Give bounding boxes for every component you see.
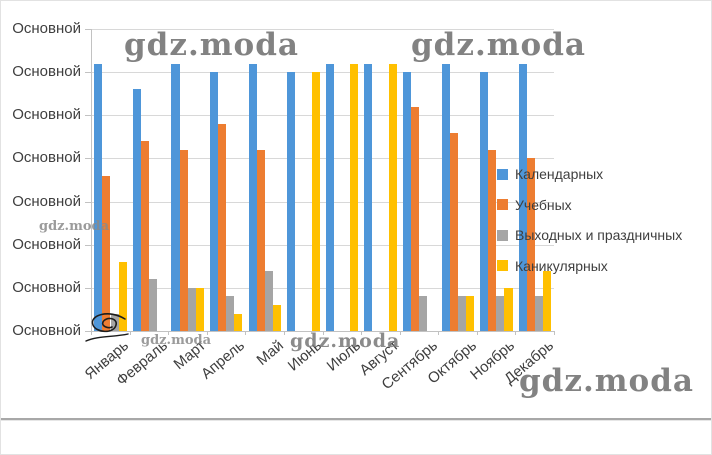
bar-Выходных и праздничных-Март [187,287,196,331]
y-axis-tick-label: Основной [12,106,81,124]
bar-Календарных-Январь [94,63,103,331]
chart-legend: Календарных Учебных Выходных и праздничных… [497,159,682,281]
bar-Учебных-Апрель [218,123,227,331]
bar-Каникулярных-Июль [350,63,359,331]
bar-Каникулярных-Апрель [234,313,243,331]
x-axis-tick [554,331,555,335]
bar-Каникулярных-Июнь [311,72,320,331]
bar-Каникулярных-Май [272,305,282,331]
x-axis-tick [361,331,363,335]
bar-Календарных-Июнь [287,72,296,331]
gridline [91,244,554,246]
bar-Каникулярных-Октябрь [465,296,474,331]
x-axis-tick [206,331,208,335]
bar-Выходных и праздничных-Май [264,270,273,331]
legend-item-Календарных: Календарных [497,159,682,190]
gridline [91,29,554,30]
bar-Выходных и праздничных-Февраль [149,279,158,331]
legend-item-Каникулярных: Каникулярных [497,251,682,282]
y-axis-tick-label: Основной [12,322,81,339]
gridline [91,115,554,117]
gridline [91,287,554,289]
y-axis-tick-label: Основной [12,192,81,210]
y-axis-line [91,29,92,331]
y-axis-tick [85,158,91,160]
y-axis-tick [85,244,91,246]
legend-label: Выходных и праздничных [515,227,683,244]
bar-Учебных-Март [179,149,188,331]
x-axis-tick [245,331,247,335]
bar-Выходных и праздничных-Ноябрь [496,296,505,331]
x-axis-tick [129,331,131,335]
bar-Учебных-Май [256,149,265,331]
x-axis-tick [283,331,285,335]
bar-Выходных и праздничных-Апрель [226,296,235,331]
bar-Календарных-Ноябрь [480,72,489,331]
legend-swatch-icon [497,199,508,211]
gridline [91,158,554,160]
bar-Учебных-Октябрь [449,132,458,331]
legend-item-Выходных и праздничных: Выходных и праздничных [497,220,682,251]
y-axis-tick [85,201,91,203]
y-axis-tick-label: Основной [12,20,81,37]
y-axis-tick [85,287,91,289]
bar-Календарных-Апрель [210,72,219,331]
x-axis-tick [476,331,478,335]
x-axis-tick [515,331,517,335]
bar-Календарных-Декабрь [518,63,527,331]
y-axis-tick [85,331,91,332]
plot-area: Основной Основной Основной Основной Основной… [1,1,711,418]
y-axis-tick-label: Основной [12,278,81,296]
bar-Учебных-Ноябрь [488,149,497,331]
bar-Каникулярных-Ноябрь [504,287,513,331]
bar-Календарных-Май [248,63,257,331]
bar-Календарных-Октябрь [441,63,450,331]
gridline [91,201,554,203]
page-divider-line [1,418,711,421]
bar-Каникулярных-Январь [118,261,127,331]
legend-swatch-icon [497,168,508,180]
legend-item-Учебных: Учебных [497,190,682,221]
legend-swatch-icon [497,260,508,272]
bar-Учебных-Февраль [140,141,150,331]
bar-Учебных-Сентябрь [411,106,420,331]
bar-Календарных-Март [171,63,180,331]
x-axis-tick [91,331,92,335]
bar-Выходных и праздничных-Декабрь [534,296,543,331]
x-axis-tick [399,331,401,335]
bar-Календарных-Февраль [132,89,141,331]
y-axis-tick-label: Основной [12,235,81,253]
gridline [91,72,554,74]
y-axis-tick [85,29,91,30]
x-axis-tick [322,331,324,335]
y-axis-tick-label: Основной [12,63,81,81]
y-axis-tick-label: Основной [12,149,81,167]
y-axis-tick [85,72,91,74]
bar-Календарных-Сентябрь [402,72,412,331]
pen-scribble [85,313,129,342]
legend-swatch-icon [497,229,508,241]
bar-Каникулярных-Август [388,63,397,331]
bar-Выходных и праздничных-Сентябрь [419,296,428,331]
y-axis-tick [85,115,91,117]
x-axis-tick [438,331,440,335]
bar-Каникулярных-Декабрь [543,270,552,331]
legend-label: Календарных [515,166,604,183]
bar-Календарных-Август [364,63,373,331]
legend-label: Каникулярных [515,257,608,274]
x-axis-tick [168,331,170,335]
bar-Выходных и праздничных-Октябрь [457,296,466,331]
bar-Календарных-Июль [325,63,334,331]
bar-Учебных-Январь [102,175,111,331]
bar-Выходных и праздничных-Январь [110,313,119,331]
legend-label: Учебных [515,196,572,213]
bar-Каникулярных-Март [195,287,204,331]
bar-Учебных-Декабрь [526,158,535,331]
